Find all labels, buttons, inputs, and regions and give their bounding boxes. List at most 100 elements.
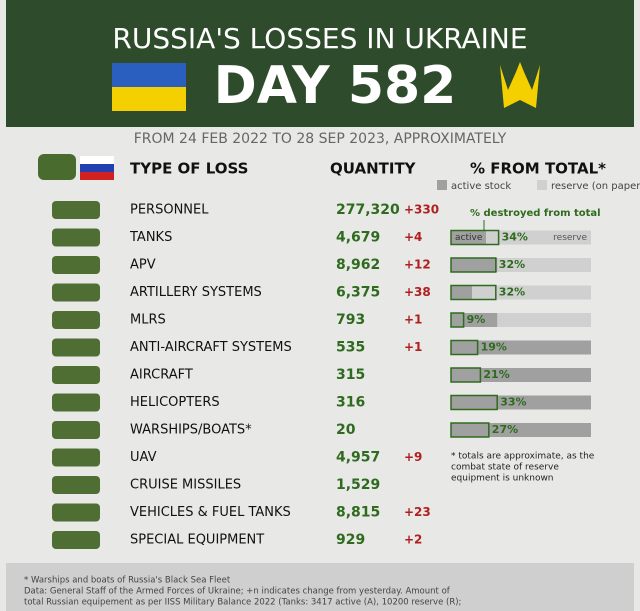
side-note: combat state of reserve xyxy=(451,463,559,473)
destroyed-bar xyxy=(450,367,482,383)
icon xyxy=(52,283,100,302)
col-type: TYPE OF LOSS xyxy=(130,160,248,178)
loss-type: APV xyxy=(130,258,156,273)
ru-flag-red xyxy=(80,172,114,180)
percent-label: 34% xyxy=(502,231,528,244)
ru-flag-blue xyxy=(80,164,114,172)
loss-type: HELICOPTERS xyxy=(130,395,220,410)
footer-text: * Warships and boats of Russia's Black S… xyxy=(24,576,231,586)
destroyed-bar xyxy=(450,284,497,301)
quantity: 4,957 xyxy=(336,450,380,466)
loss-type: SPECIAL EQUIPMENT xyxy=(130,533,264,548)
change: +23 xyxy=(404,505,431,519)
change: +9 xyxy=(404,450,422,464)
loss-type: WARSHIPS/BOATS* xyxy=(130,423,252,438)
footer-band xyxy=(6,563,634,611)
change: +1 xyxy=(404,340,422,354)
percent-label: 32% xyxy=(499,286,525,299)
footer-text: Data: General Staff of the Armed Forces … xyxy=(24,587,451,597)
bar-note: % destroyed from total xyxy=(470,208,601,219)
legend-active: active stock xyxy=(451,181,511,192)
percent-label: 27% xyxy=(492,423,518,436)
change: +38 xyxy=(404,285,431,299)
active-bar xyxy=(451,340,591,355)
active-bar xyxy=(451,368,591,382)
loss-type: ANTI-AIRCRAFT SYSTEMS xyxy=(130,340,292,355)
quantity: 277,320 xyxy=(336,202,400,218)
quantity: 1,529 xyxy=(336,477,380,493)
destroyed-bar xyxy=(450,312,465,328)
quantity: 316 xyxy=(336,395,365,411)
quantity: 6,375 xyxy=(336,285,380,301)
col-quantity: QUANTITY xyxy=(330,160,417,178)
loss-type: MLRS xyxy=(130,313,166,328)
icon xyxy=(52,256,100,274)
reserve-bar xyxy=(451,285,591,300)
change: +4 xyxy=(404,230,422,244)
emblem xyxy=(38,154,76,180)
trident xyxy=(500,62,540,108)
loss-type: CRUISE MISSILES xyxy=(130,478,241,493)
quantity: 20 xyxy=(336,422,356,438)
icon xyxy=(52,448,100,467)
active-bar xyxy=(451,395,591,410)
active-bar xyxy=(451,285,472,300)
bar-reserve-label: reserve xyxy=(553,233,587,243)
destroyed-bar xyxy=(450,339,479,356)
day: DAY 582 xyxy=(214,56,457,116)
icon xyxy=(52,201,100,219)
quantity: 315 xyxy=(336,367,365,383)
loss-type: AIRCRAFT xyxy=(130,368,193,383)
loss-type: TANKS xyxy=(129,230,172,245)
subtitle: FROM 24 FEB 2022 TO 28 SEP 2023, APPROXI… xyxy=(134,131,507,147)
change: +1 xyxy=(404,313,422,327)
destroyed-bar xyxy=(450,422,490,438)
legend-active-swatch xyxy=(437,180,447,190)
title: RUSSIA'S LOSSES IN UKRAINE xyxy=(112,22,527,55)
destroyed-bar xyxy=(450,257,497,273)
active-bar xyxy=(451,230,486,245)
destroyed-bar xyxy=(450,394,498,411)
change: +2 xyxy=(404,533,422,547)
flag-blue xyxy=(112,63,186,87)
footer-text: total Russian equipement as per IISS Mil… xyxy=(24,598,461,608)
side-note: * totals are approximate, as the xyxy=(451,452,595,462)
quantity: 535 xyxy=(336,340,365,356)
legend-reserve-swatch xyxy=(537,180,547,190)
icon xyxy=(52,311,100,329)
icon xyxy=(52,531,100,549)
icon xyxy=(52,476,100,494)
loss-type: ARTILLERY SYSTEMS xyxy=(130,285,262,300)
quantity: 8,815 xyxy=(336,505,380,521)
legend-reserve: reserve (on paper) xyxy=(551,181,640,192)
change: +330 xyxy=(404,203,439,217)
col-percent: % FROM TOTAL* xyxy=(470,160,606,178)
quantity: 929 xyxy=(336,532,365,548)
icon xyxy=(52,393,100,412)
quantity: 793 xyxy=(336,312,365,328)
loss-type: VEHICLES & FUEL TANKS xyxy=(130,505,291,520)
icon xyxy=(52,421,100,439)
loss-type: UAV xyxy=(130,450,157,465)
active-bar xyxy=(451,313,498,327)
quantity: 4,679 xyxy=(336,230,380,246)
bar-active-label: active xyxy=(455,233,483,243)
side-note: equipment is unknown xyxy=(451,474,554,484)
change: +12 xyxy=(404,258,431,272)
active-bar xyxy=(451,258,498,272)
active-bar xyxy=(451,423,591,437)
percent-label: 19% xyxy=(481,341,507,354)
icon xyxy=(52,366,100,384)
percent-label: 21% xyxy=(483,368,509,381)
percent-label: 9% xyxy=(467,313,486,326)
quantity: 8,962 xyxy=(336,257,380,273)
ru-flag-white xyxy=(80,156,114,164)
percent-label: 32% xyxy=(499,258,525,271)
header-band xyxy=(6,0,634,127)
icon xyxy=(52,228,100,247)
destroyed-bar xyxy=(450,229,500,246)
percent-label: 33% xyxy=(500,396,526,409)
loss-type: PERSONNEL xyxy=(130,203,209,218)
flag-yellow xyxy=(112,87,186,111)
